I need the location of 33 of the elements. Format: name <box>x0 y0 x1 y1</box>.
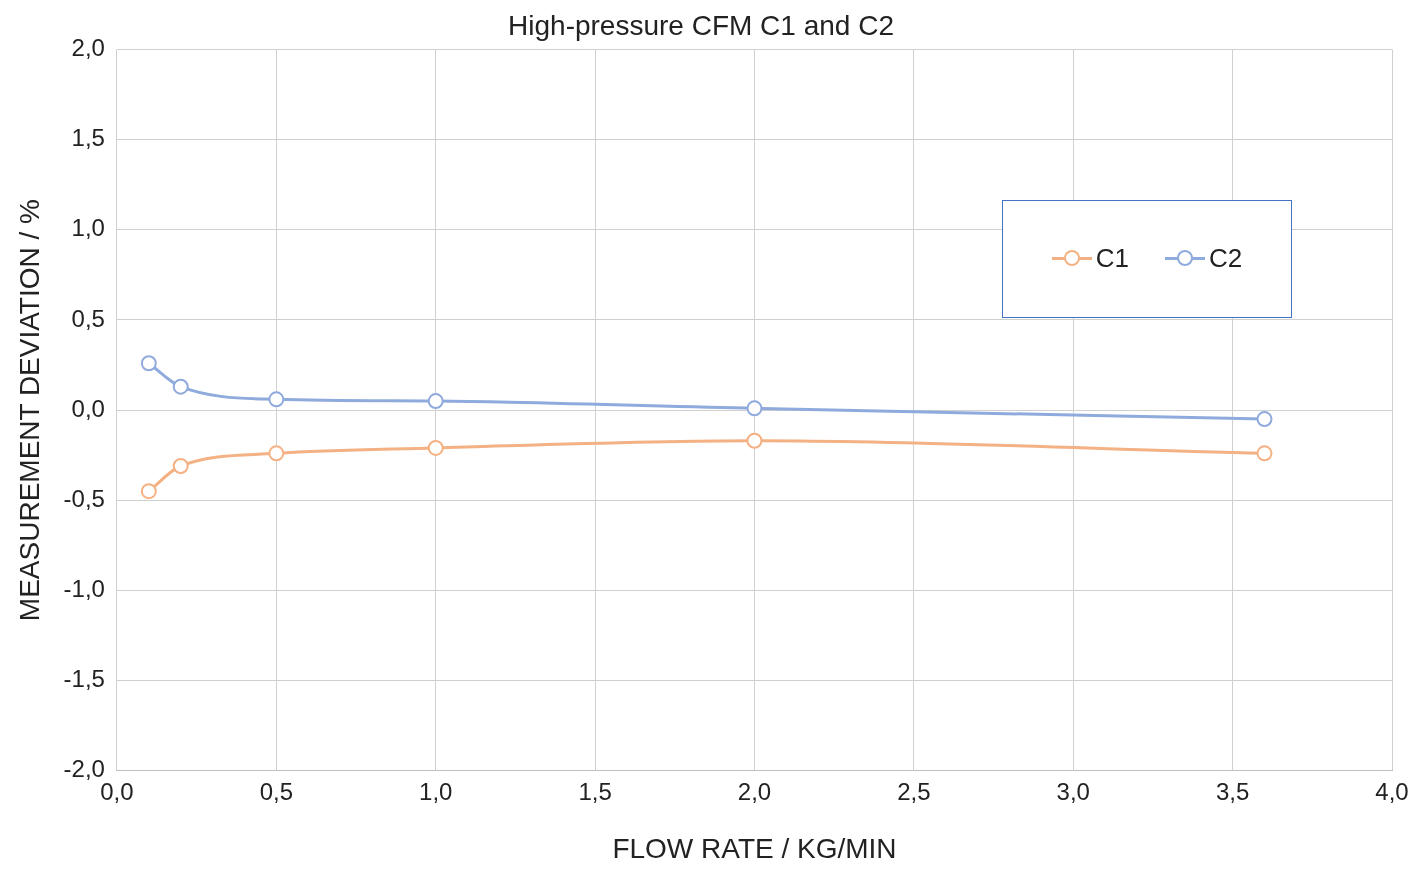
x-tick-label: 2,5 <box>897 777 931 805</box>
y-tick-label: -1,5 <box>63 665 105 693</box>
y-tick-label: 0,5 <box>71 304 105 332</box>
legend-label: C2 <box>1209 243 1243 275</box>
x-tick-label: 2,0 <box>737 777 772 805</box>
point <box>172 378 189 395</box>
y-tick-label: 0,0 <box>71 394 105 422</box>
point <box>268 445 285 462</box>
point <box>1256 445 1273 462</box>
point <box>746 432 763 449</box>
point <box>268 391 285 408</box>
point <box>746 400 763 417</box>
x-tick-label: 3,5 <box>1215 777 1250 805</box>
x-tick-label: 0,5 <box>259 777 294 805</box>
y-tick-label: 1,5 <box>71 124 105 152</box>
x-axis-title: FLOW RATE / KG/MIN <box>612 832 897 864</box>
y-tick-label: 1,0 <box>71 214 105 242</box>
chart-title: High-pressure CFM C1 and C2 <box>508 9 894 41</box>
y-tick-label: -0,5 <box>63 484 105 512</box>
y-axis-title: MEASUREMENT DEVIATION / % <box>13 199 45 622</box>
point <box>172 457 189 474</box>
point <box>140 483 157 500</box>
y-tick-label: -1,0 <box>63 574 105 602</box>
x-tick-label: 4,0 <box>1375 777 1409 805</box>
x-tick-label: 3,0 <box>1056 777 1090 805</box>
point <box>1256 411 1273 428</box>
x-tick-label: 1,5 <box>578 777 612 805</box>
point <box>427 439 444 456</box>
x-tick-label: 1,0 <box>419 777 453 805</box>
point <box>427 393 444 410</box>
y-tick-label: 2,0 <box>71 34 105 62</box>
legend-label: C1 <box>1095 243 1129 275</box>
point <box>140 355 157 372</box>
